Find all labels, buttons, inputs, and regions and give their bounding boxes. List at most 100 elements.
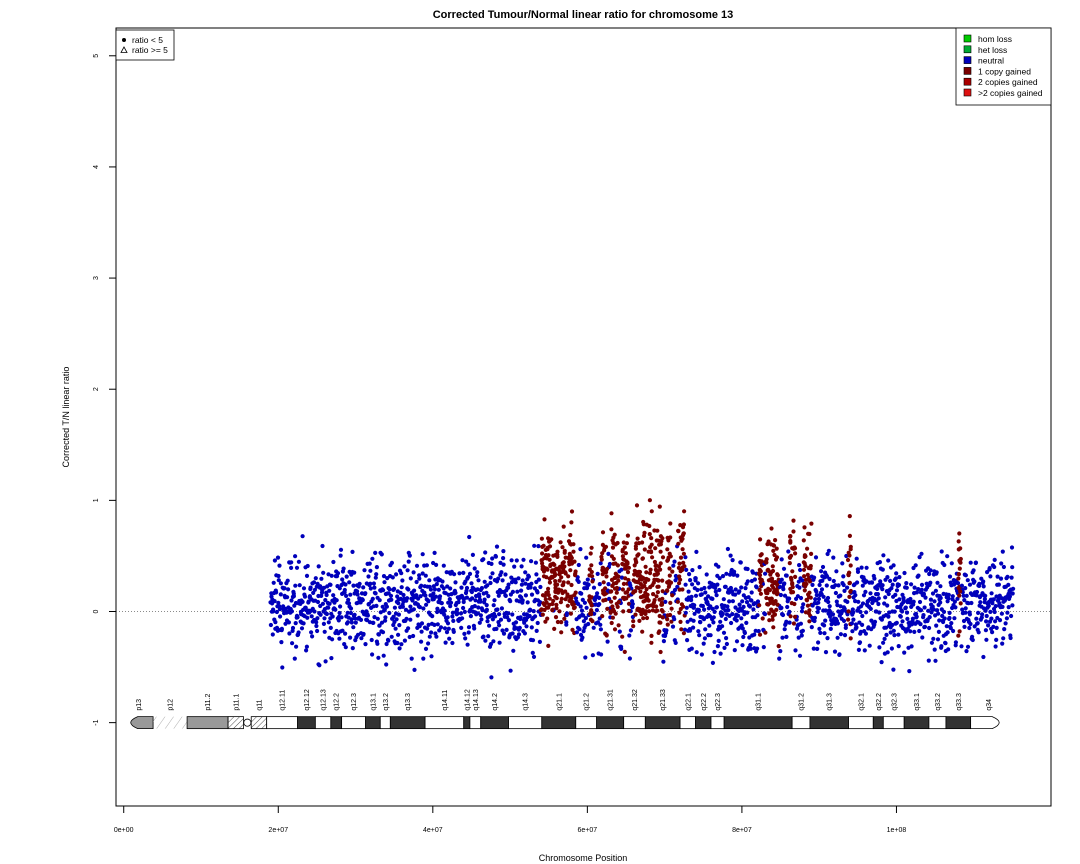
gain-point-0-24 bbox=[540, 564, 545, 569]
legend-swatch-2 bbox=[963, 56, 972, 64]
data-point-1736 bbox=[805, 603, 811, 608]
data-point-2266 bbox=[970, 634, 975, 639]
data-point-1017 bbox=[583, 655, 588, 660]
gain-point-1-5 bbox=[563, 571, 568, 576]
data-point-2078 bbox=[911, 599, 916, 604]
gain-point-0-9 bbox=[546, 643, 551, 649]
data-point-1427 bbox=[710, 596, 715, 602]
data-point-763 bbox=[504, 627, 509, 633]
data-point-827 bbox=[524, 624, 529, 629]
data-point-243 bbox=[343, 645, 348, 650]
data-point-994 bbox=[576, 601, 581, 607]
data-point-2128 bbox=[927, 571, 932, 577]
gain-point-11-5 bbox=[766, 586, 771, 592]
data-point-412 bbox=[396, 632, 401, 637]
data-point-754 bbox=[501, 631, 507, 636]
data-point-654 bbox=[470, 552, 475, 558]
gain-point-9-2 bbox=[682, 509, 687, 514]
data-point-750 bbox=[500, 578, 505, 583]
data-point-1635 bbox=[774, 546, 779, 551]
data-point-536 bbox=[434, 634, 439, 639]
data-point-2092 bbox=[916, 587, 921, 592]
data-point-1643 bbox=[777, 656, 782, 661]
data-point-1706 bbox=[796, 635, 801, 640]
data-point-844 bbox=[529, 625, 534, 630]
data-point-2365 bbox=[1000, 604, 1005, 610]
data-point-787 bbox=[512, 564, 517, 569]
data-point-59 bbox=[286, 620, 291, 625]
data-point-2369 bbox=[1001, 564, 1007, 570]
data-point-739 bbox=[497, 612, 502, 617]
data-point-1986 bbox=[883, 595, 888, 600]
data-point-1316 bbox=[675, 599, 681, 604]
band-14 bbox=[424, 716, 465, 730]
data-point-1346 bbox=[685, 638, 690, 643]
data-point-1650 bbox=[779, 605, 784, 611]
data-point-871 bbox=[538, 600, 543, 605]
data-point-339 bbox=[373, 591, 378, 596]
gain-point-4-11 bbox=[603, 586, 608, 591]
data-point-2298 bbox=[979, 615, 984, 620]
band-32 bbox=[882, 716, 905, 730]
gain-point-1-7 bbox=[557, 609, 562, 614]
data-point-1832 bbox=[835, 635, 840, 640]
gain-point-2-0 bbox=[568, 559, 574, 564]
gain-point-11-20 bbox=[775, 602, 780, 607]
data-point-735 bbox=[496, 576, 501, 581]
data-point-68 bbox=[289, 598, 294, 603]
data-point-1304 bbox=[672, 617, 677, 622]
gain-point-2-7 bbox=[568, 599, 574, 604]
data-point-1164 bbox=[628, 628, 634, 633]
data-point-1978 bbox=[880, 567, 885, 572]
data-point-2329 bbox=[989, 616, 994, 621]
data-point-2189 bbox=[946, 647, 951, 652]
data-point-271 bbox=[352, 612, 357, 617]
data-point-395 bbox=[390, 575, 395, 580]
gain-point-11-21 bbox=[769, 596, 774, 601]
gain-point-8-3 bbox=[667, 551, 672, 556]
data-point-494 bbox=[421, 606, 426, 611]
data-point-1295 bbox=[669, 619, 674, 624]
data-point-1477 bbox=[725, 546, 731, 552]
gain-point-9-11 bbox=[679, 538, 684, 543]
y-axis-label: Corrected T/N linear ratio bbox=[61, 367, 71, 468]
data-point-1350 bbox=[686, 589, 691, 594]
data-point-1723 bbox=[801, 567, 807, 572]
data-point-619 bbox=[460, 616, 465, 621]
data-point-1027 bbox=[586, 582, 591, 587]
data-point-38 bbox=[280, 665, 285, 670]
data-point-303 bbox=[362, 568, 367, 573]
data-point-751 bbox=[501, 556, 506, 561]
data-point-1405 bbox=[703, 590, 708, 595]
x-axis-label: Chromosome Position bbox=[539, 853, 628, 863]
gain-point-15-9 bbox=[957, 531, 962, 536]
data-point-649 bbox=[469, 581, 474, 586]
data-point-509 bbox=[426, 641, 431, 646]
data-point-817 bbox=[521, 557, 526, 562]
gain-point-9-0 bbox=[677, 581, 682, 586]
data-point-583 bbox=[448, 600, 454, 605]
data-point-2397 bbox=[1010, 603, 1015, 608]
data-point-1101 bbox=[609, 527, 614, 532]
data-point-463 bbox=[411, 607, 416, 612]
data-point-2383 bbox=[1006, 582, 1011, 588]
data-point-2105 bbox=[919, 582, 925, 588]
data-point-1482 bbox=[727, 599, 732, 604]
gain-point-1-20 bbox=[563, 597, 568, 602]
data-point-1909 bbox=[859, 565, 864, 570]
data-point-389 bbox=[388, 593, 394, 598]
data-point-1139 bbox=[621, 609, 626, 614]
data-point-604 bbox=[455, 611, 460, 616]
data-point-2141 bbox=[931, 636, 936, 641]
data-point-1154 bbox=[625, 533, 631, 538]
data-point-1172 bbox=[631, 624, 636, 629]
data-point-391 bbox=[389, 634, 394, 639]
gain-point-15-6 bbox=[957, 559, 963, 564]
data-point-530 bbox=[432, 550, 437, 556]
data-point-2346 bbox=[994, 625, 999, 631]
band-label-30: q32.1 bbox=[858, 693, 865, 711]
data-point-822 bbox=[522, 631, 528, 636]
gain-point-14-8 bbox=[848, 589, 853, 594]
data-point-2396 bbox=[1010, 565, 1015, 570]
data-point-699 bbox=[484, 607, 489, 612]
